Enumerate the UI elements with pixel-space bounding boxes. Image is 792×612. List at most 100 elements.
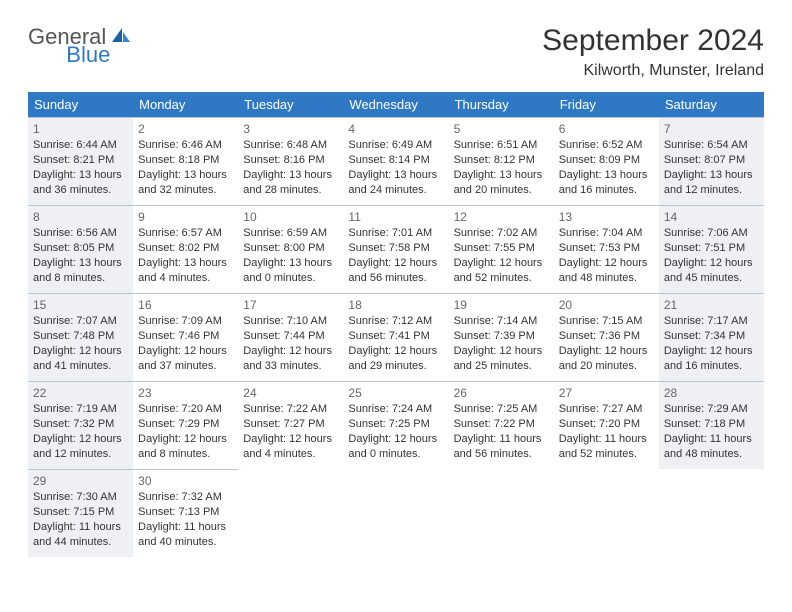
day-header: Wednesday	[343, 92, 448, 117]
daylight-text: Daylight: 11 hours and 56 minutes.	[454, 432, 549, 462]
title-block: September 2024 Kilworth, Munster, Irelan…	[542, 24, 764, 80]
day-number: 28	[664, 385, 759, 401]
day-header: Thursday	[449, 92, 554, 117]
calendar-cell: 21Sunrise: 7:17 AMSunset: 7:34 PMDayligh…	[659, 293, 764, 381]
daylight-text: Daylight: 12 hours and 56 minutes.	[348, 256, 443, 286]
sunrise-text: Sunrise: 7:01 AM	[348, 226, 443, 241]
daylight-text: Daylight: 12 hours and 0 minutes.	[348, 432, 443, 462]
daylight-text: Daylight: 13 hours and 36 minutes.	[33, 168, 128, 198]
sunrise-text: Sunrise: 6:57 AM	[138, 226, 233, 241]
daylight-text: Daylight: 11 hours and 44 minutes.	[33, 520, 128, 550]
sunrise-text: Sunrise: 7:17 AM	[664, 314, 759, 329]
sunrise-text: Sunrise: 6:44 AM	[33, 138, 128, 153]
sunset-text: Sunset: 7:29 PM	[138, 417, 233, 432]
sunrise-text: Sunrise: 7:30 AM	[33, 490, 128, 505]
daylight-text: Daylight: 13 hours and 24 minutes.	[348, 168, 443, 198]
empty-cell	[449, 469, 554, 557]
calendar-cell: 28Sunrise: 7:29 AMSunset: 7:18 PMDayligh…	[659, 381, 764, 469]
calendar-cell: 16Sunrise: 7:09 AMSunset: 7:46 PMDayligh…	[133, 293, 238, 381]
calendar-cell: 22Sunrise: 7:19 AMSunset: 7:32 PMDayligh…	[28, 381, 133, 469]
sunset-text: Sunset: 7:39 PM	[454, 329, 549, 344]
day-number: 20	[559, 297, 654, 313]
sunset-text: Sunset: 7:55 PM	[454, 241, 549, 256]
daylight-text: Daylight: 13 hours and 4 minutes.	[138, 256, 233, 286]
calendar-cell: 26Sunrise: 7:25 AMSunset: 7:22 PMDayligh…	[449, 381, 554, 469]
calendar-cell: 24Sunrise: 7:22 AMSunset: 7:27 PMDayligh…	[238, 381, 343, 469]
sunset-text: Sunset: 7:36 PM	[559, 329, 654, 344]
day-header: Tuesday	[238, 92, 343, 117]
sunset-text: Sunset: 8:05 PM	[33, 241, 128, 256]
sunrise-text: Sunrise: 6:59 AM	[243, 226, 338, 241]
day-number: 19	[454, 297, 549, 313]
day-number: 17	[243, 297, 338, 313]
sunrise-text: Sunrise: 7:10 AM	[243, 314, 338, 329]
calendar-cell: 30Sunrise: 7:32 AMSunset: 7:13 PMDayligh…	[133, 469, 238, 557]
sunset-text: Sunset: 7:51 PM	[664, 241, 759, 256]
day-number: 9	[138, 209, 233, 225]
day-number: 30	[138, 473, 233, 489]
sunset-text: Sunset: 7:44 PM	[243, 329, 338, 344]
calendar-cell: 17Sunrise: 7:10 AMSunset: 7:44 PMDayligh…	[238, 293, 343, 381]
daylight-text: Daylight: 11 hours and 52 minutes.	[559, 432, 654, 462]
sunset-text: Sunset: 8:12 PM	[454, 153, 549, 168]
sunrise-text: Sunrise: 7:09 AM	[138, 314, 233, 329]
calendar-cell: 3Sunrise: 6:48 AMSunset: 8:16 PMDaylight…	[238, 117, 343, 205]
sunrise-text: Sunrise: 7:04 AM	[559, 226, 654, 241]
day-number: 26	[454, 385, 549, 401]
day-number: 14	[664, 209, 759, 225]
sunrise-text: Sunrise: 7:25 AM	[454, 402, 549, 417]
daylight-text: Daylight: 13 hours and 28 minutes.	[243, 168, 338, 198]
day-header: Monday	[133, 92, 238, 117]
sunrise-text: Sunrise: 7:24 AM	[348, 402, 443, 417]
day-header: Saturday	[659, 92, 764, 117]
day-number: 21	[664, 297, 759, 313]
daylight-text: Daylight: 13 hours and 8 minutes.	[33, 256, 128, 286]
sunrise-text: Sunrise: 7:14 AM	[454, 314, 549, 329]
sunrise-text: Sunrise: 6:46 AM	[138, 138, 233, 153]
day-number: 1	[33, 121, 128, 137]
empty-cell	[343, 469, 448, 557]
sunset-text: Sunset: 8:07 PM	[664, 153, 759, 168]
empty-cell	[659, 469, 764, 557]
calendar-cell: 27Sunrise: 7:27 AMSunset: 7:20 PMDayligh…	[554, 381, 659, 469]
sunset-text: Sunset: 8:02 PM	[138, 241, 233, 256]
day-number: 24	[243, 385, 338, 401]
daylight-text: Daylight: 13 hours and 20 minutes.	[454, 168, 549, 198]
calendar-cell: 14Sunrise: 7:06 AMSunset: 7:51 PMDayligh…	[659, 205, 764, 293]
day-number: 11	[348, 209, 443, 225]
sunrise-text: Sunrise: 7:06 AM	[664, 226, 759, 241]
calendar-cell: 12Sunrise: 7:02 AMSunset: 7:55 PMDayligh…	[449, 205, 554, 293]
day-number: 13	[559, 209, 654, 225]
day-number: 29	[33, 473, 128, 489]
sunrise-text: Sunrise: 7:22 AM	[243, 402, 338, 417]
calendar-cell: 19Sunrise: 7:14 AMSunset: 7:39 PMDayligh…	[449, 293, 554, 381]
daylight-text: Daylight: 13 hours and 32 minutes.	[138, 168, 233, 198]
daylight-text: Daylight: 11 hours and 40 minutes.	[138, 520, 233, 550]
daylight-text: Daylight: 13 hours and 12 minutes.	[664, 168, 759, 198]
sunset-text: Sunset: 8:00 PM	[243, 241, 338, 256]
sunset-text: Sunset: 7:13 PM	[138, 505, 233, 520]
sunrise-text: Sunrise: 7:32 AM	[138, 490, 233, 505]
calendar-cell: 13Sunrise: 7:04 AMSunset: 7:53 PMDayligh…	[554, 205, 659, 293]
empty-cell	[554, 469, 659, 557]
calendar-cell: 15Sunrise: 7:07 AMSunset: 7:48 PMDayligh…	[28, 293, 133, 381]
daylight-text: Daylight: 12 hours and 33 minutes.	[243, 344, 338, 374]
sunrise-text: Sunrise: 7:27 AM	[559, 402, 654, 417]
sunrise-text: Sunrise: 6:49 AM	[348, 138, 443, 153]
calendar-cell: 2Sunrise: 6:46 AMSunset: 8:18 PMDaylight…	[133, 117, 238, 205]
sunrise-text: Sunrise: 6:51 AM	[454, 138, 549, 153]
sunset-text: Sunset: 8:18 PM	[138, 153, 233, 168]
sunset-text: Sunset: 7:41 PM	[348, 329, 443, 344]
daylight-text: Daylight: 12 hours and 25 minutes.	[454, 344, 549, 374]
day-number: 18	[348, 297, 443, 313]
sunset-text: Sunset: 8:09 PM	[559, 153, 654, 168]
calendar-cell: 7Sunrise: 6:54 AMSunset: 8:07 PMDaylight…	[659, 117, 764, 205]
daylight-text: Daylight: 12 hours and 37 minutes.	[138, 344, 233, 374]
calendar-cell: 10Sunrise: 6:59 AMSunset: 8:00 PMDayligh…	[238, 205, 343, 293]
calendar-cell: 20Sunrise: 7:15 AMSunset: 7:36 PMDayligh…	[554, 293, 659, 381]
sunrise-text: Sunrise: 6:48 AM	[243, 138, 338, 153]
calendar-cell: 6Sunrise: 6:52 AMSunset: 8:09 PMDaylight…	[554, 117, 659, 205]
calendar-cell: 9Sunrise: 6:57 AMSunset: 8:02 PMDaylight…	[133, 205, 238, 293]
sunrise-text: Sunrise: 7:07 AM	[33, 314, 128, 329]
daylight-text: Daylight: 13 hours and 0 minutes.	[243, 256, 338, 286]
